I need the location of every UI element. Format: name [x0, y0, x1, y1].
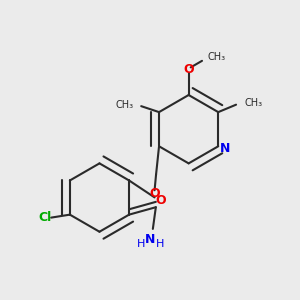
Text: O: O: [183, 63, 194, 76]
Text: H: H: [137, 239, 145, 249]
Text: CH₃: CH₃: [244, 98, 262, 108]
Text: CH₃: CH₃: [115, 100, 133, 110]
Text: N: N: [145, 232, 155, 245]
Text: CH₃: CH₃: [208, 52, 226, 62]
Text: H: H: [156, 239, 164, 249]
Text: Cl: Cl: [39, 211, 52, 224]
Text: O: O: [156, 194, 166, 207]
Text: N: N: [220, 142, 230, 155]
Text: O: O: [149, 187, 160, 200]
